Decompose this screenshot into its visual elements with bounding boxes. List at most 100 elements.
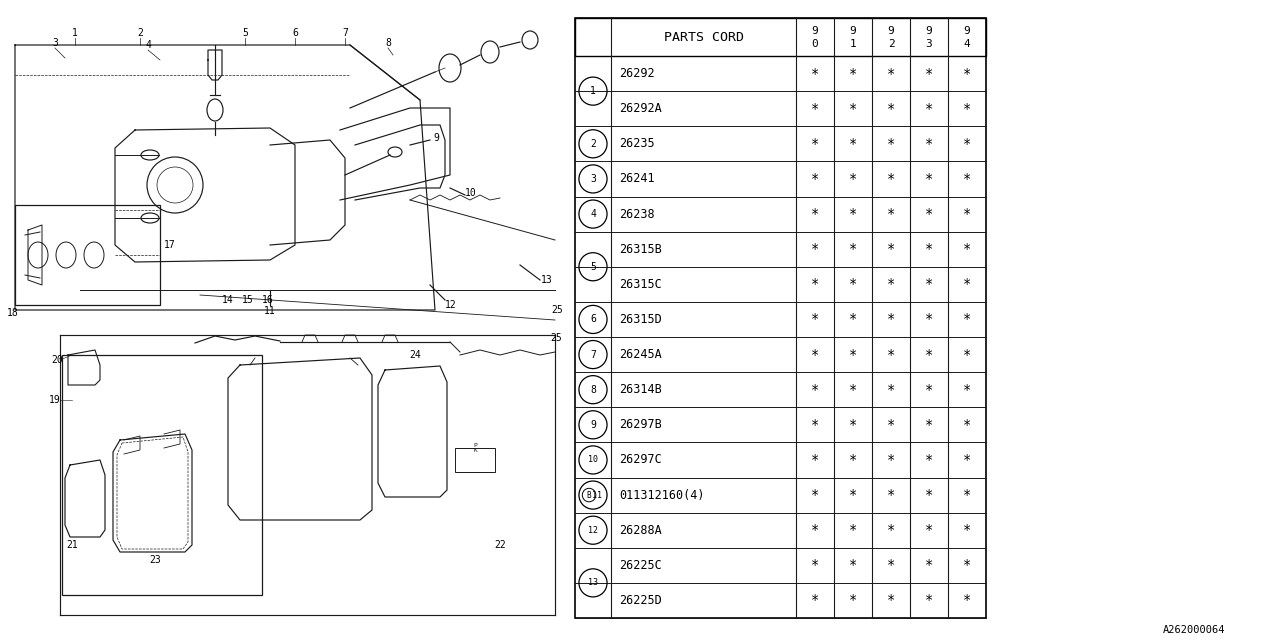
Text: 9: 9	[887, 26, 895, 36]
Text: 21: 21	[67, 540, 78, 550]
Text: *: *	[849, 523, 858, 537]
Text: *: *	[849, 593, 858, 607]
Text: *: *	[963, 277, 972, 291]
Text: 9: 9	[812, 26, 818, 36]
Text: 26238: 26238	[620, 207, 654, 221]
Text: *: *	[849, 277, 858, 291]
Bar	[575, 18, 986, 618]
Bar	[15, 205, 160, 305]
Text: *: *	[810, 67, 819, 81]
Text: 9: 9	[433, 133, 439, 143]
Text: 17: 17	[164, 240, 175, 250]
Text: *: *	[810, 558, 819, 572]
Text: *: *	[849, 172, 858, 186]
Text: *: *	[963, 383, 972, 397]
Text: 20: 20	[51, 355, 63, 365]
Text: 011312160(4): 011312160(4)	[620, 488, 704, 502]
Bar	[61, 355, 262, 595]
Text: B: B	[586, 491, 591, 500]
Text: 11: 11	[593, 491, 602, 500]
Text: 26288A: 26288A	[620, 524, 662, 537]
Text: *: *	[849, 418, 858, 432]
Text: 1: 1	[72, 28, 78, 38]
Text: *: *	[887, 277, 895, 291]
Text: 8: 8	[590, 385, 596, 395]
Text: *: *	[849, 312, 858, 326]
Text: 15: 15	[242, 295, 253, 305]
Text: 3: 3	[52, 38, 58, 48]
Text: *: *	[925, 453, 933, 467]
Text: *: *	[849, 242, 858, 256]
Text: 6: 6	[292, 28, 298, 38]
Text: *: *	[963, 312, 972, 326]
Text: 10: 10	[465, 188, 477, 198]
Text: PARTS CORD: PARTS CORD	[663, 31, 744, 44]
Text: 2: 2	[590, 139, 596, 149]
Text: 23: 23	[150, 555, 161, 565]
Text: 3: 3	[925, 39, 932, 49]
Text: 26315B: 26315B	[620, 243, 662, 256]
Text: 9: 9	[925, 26, 932, 36]
Text: 13: 13	[541, 275, 553, 285]
Text: *: *	[963, 172, 972, 186]
Text: 26235: 26235	[620, 138, 654, 150]
Text: *: *	[925, 102, 933, 116]
Text: *: *	[925, 137, 933, 151]
Text: 26292: 26292	[620, 67, 654, 80]
Text: 0: 0	[812, 39, 818, 49]
Text: *: *	[887, 67, 895, 81]
Text: *: *	[810, 102, 819, 116]
Text: 22: 22	[494, 540, 506, 550]
Text: 25: 25	[550, 333, 562, 343]
Text: 16: 16	[262, 295, 274, 305]
Text: *: *	[887, 593, 895, 607]
Text: *: *	[810, 593, 819, 607]
Text: 12: 12	[588, 525, 598, 534]
Text: *: *	[849, 348, 858, 362]
Text: 24: 24	[410, 350, 421, 360]
Text: *: *	[963, 593, 972, 607]
Bar	[454, 448, 495, 472]
Text: *: *	[925, 558, 933, 572]
Text: *: *	[925, 488, 933, 502]
Text: 2: 2	[137, 28, 143, 38]
Text: 10: 10	[588, 456, 598, 465]
Text: *: *	[925, 172, 933, 186]
Text: *: *	[963, 242, 972, 256]
Text: *: *	[810, 523, 819, 537]
Text: *: *	[925, 383, 933, 397]
Text: *: *	[887, 523, 895, 537]
Text: *: *	[963, 137, 972, 151]
Text: 4: 4	[145, 40, 151, 50]
Text: 3: 3	[590, 174, 596, 184]
Text: *: *	[810, 488, 819, 502]
Text: *: *	[925, 67, 933, 81]
Text: *: *	[887, 137, 895, 151]
Text: *: *	[810, 383, 819, 397]
Text: *: *	[925, 207, 933, 221]
Text: 14: 14	[223, 295, 234, 305]
Text: *: *	[849, 558, 858, 572]
Text: *: *	[849, 453, 858, 467]
Text: *: *	[849, 207, 858, 221]
Text: 18: 18	[8, 308, 19, 318]
Text: 9: 9	[590, 420, 596, 430]
Text: 26245A: 26245A	[620, 348, 662, 361]
Text: 26297C: 26297C	[620, 453, 662, 467]
Text: *: *	[963, 67, 972, 81]
Text: *: *	[963, 523, 972, 537]
Text: *: *	[887, 488, 895, 502]
Text: 8: 8	[385, 38, 390, 48]
Text: *: *	[887, 453, 895, 467]
Text: 4: 4	[590, 209, 596, 219]
Text: *: *	[925, 523, 933, 537]
Text: *: *	[925, 242, 933, 256]
Text: *: *	[887, 242, 895, 256]
Text: 4: 4	[964, 39, 970, 49]
Text: 25: 25	[552, 305, 563, 315]
Text: 26292A: 26292A	[620, 102, 662, 115]
Text: 12: 12	[445, 300, 457, 310]
Text: *: *	[810, 453, 819, 467]
Text: *: *	[963, 488, 972, 502]
Text: *: *	[849, 488, 858, 502]
